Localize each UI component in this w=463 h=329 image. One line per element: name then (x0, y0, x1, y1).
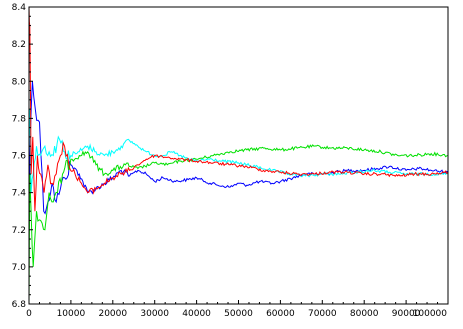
y-tick-label: 8.4 (12, 3, 27, 13)
y-tick-label: 7.6 (12, 152, 27, 162)
y-tick-label: 7.8 (12, 114, 27, 124)
x-tick-label: 100000 (413, 309, 448, 319)
x-tick-label: 40000 (182, 309, 211, 319)
x-tick-label: 0 (26, 309, 32, 319)
series-layer (28, 6, 449, 305)
series-line-1 (28, 81, 449, 230)
x-tick-label: 80000 (350, 309, 379, 319)
series-line-4 (28, 6, 449, 212)
series-line-3 (28, 109, 449, 193)
y-tick-label: 8.2 (12, 40, 26, 50)
x-tick-label: 90000 (392, 309, 421, 319)
y-tick-label: 7.2 (12, 226, 26, 236)
series-line-2 (28, 144, 449, 305)
y-tick-label: 7.4 (12, 189, 27, 199)
axis-layer: 6.8 7.0 7.2 7.4 7.6 7.8 8.0 8.2 8.4 0 10000 20000 30… (12, 3, 449, 319)
y-tick-label: 6.8 (12, 300, 27, 310)
x-tick-label: 60000 (266, 309, 295, 319)
x-tick-label: 70000 (308, 309, 337, 319)
x-tick-label: 50000 (224, 309, 253, 319)
plot-area (29, 7, 448, 304)
y-tick-label: 7.0 (12, 263, 27, 273)
plot-frame (28, 6, 449, 305)
x-tick-label: 30000 (140, 309, 169, 319)
x-tick-label: 20000 (98, 309, 127, 319)
y-tick-label: 8.0 (12, 77, 27, 87)
x-tick-label: 10000 (57, 309, 86, 319)
